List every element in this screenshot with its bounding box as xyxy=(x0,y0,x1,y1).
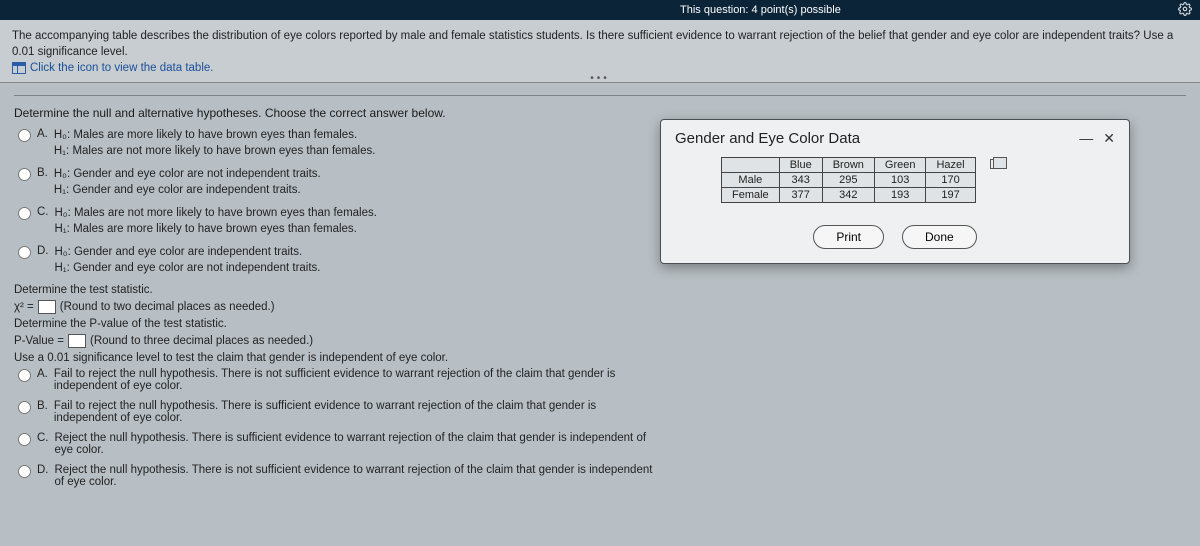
divider xyxy=(14,95,1186,96)
option-letter: C. xyxy=(37,432,49,444)
table-row: Female 377 342 193 197 xyxy=(722,188,1013,203)
option-letter: D. xyxy=(37,464,49,476)
option-letter: A. xyxy=(37,368,48,380)
conclusion-c[interactable]: C. Reject the null hypothesis. There is … xyxy=(18,432,654,456)
copy-icon[interactable] xyxy=(990,159,1002,169)
table-cell: 103 xyxy=(874,173,926,188)
chi-sq-eq: χ² = xyxy=(14,301,34,313)
pvalue-label: Determine the P-value of the test statis… xyxy=(14,318,654,330)
minimize-icon[interactable]: — xyxy=(1079,130,1093,147)
option-text: Reject the null hypothesis. There is not… xyxy=(55,464,655,488)
h1-text: H₁: Gender and eye color are independent… xyxy=(54,183,321,199)
option-letter: C. xyxy=(37,206,49,218)
h0-text: H₀: Males are more likely to have brown … xyxy=(54,128,376,144)
pvalue-eq: P-Value = xyxy=(14,335,64,347)
test-stat-label: Determine the test statistic. xyxy=(14,284,654,296)
radio-b[interactable] xyxy=(18,168,31,181)
table-header: Blue xyxy=(779,158,822,173)
pvalue-input[interactable] xyxy=(68,334,86,348)
conclusion-d[interactable]: D. Reject the null hypothesis. There is … xyxy=(18,464,654,488)
table-icon[interactable] xyxy=(12,62,26,74)
radio-conc-d[interactable] xyxy=(18,465,31,478)
radio-d[interactable] xyxy=(18,246,31,259)
copy-cell[interactable] xyxy=(975,158,1012,173)
chi-sq-input[interactable] xyxy=(38,300,56,314)
radio-conc-b[interactable] xyxy=(18,401,31,414)
gear-icon[interactable] xyxy=(1178,2,1192,16)
h1-text: H₁: Males are not more likely to have br… xyxy=(54,144,376,160)
ellipsis-icon: ••• xyxy=(590,73,610,84)
pvalue-note: (Round to three decimal places as needed… xyxy=(90,335,313,347)
data-table-modal: Gender and Eye Color Data — ✕ Blue Brown… xyxy=(660,119,1130,264)
table-header-row: Blue Brown Green Hazel xyxy=(722,158,1013,173)
done-button[interactable]: Done xyxy=(902,225,977,249)
table-cell: 377 xyxy=(779,188,822,203)
h1-text: H₁: Males are more likely to have brown … xyxy=(55,222,377,238)
h0-text: H₀: Males are not more likely to have br… xyxy=(55,206,377,222)
table-cell: 295 xyxy=(822,173,874,188)
intro-text: The accompanying table describes the dis… xyxy=(12,28,1188,60)
option-text: Fail to reject the null hypothesis. Ther… xyxy=(54,400,654,424)
chi-sq-note: (Round to two decimal places as needed.) xyxy=(60,301,275,313)
table-cell: 170 xyxy=(926,173,975,188)
table-header xyxy=(722,158,780,173)
table-header: Green xyxy=(874,158,926,173)
table-cell: Male xyxy=(722,173,780,188)
question-header: This question: 4 point(s) possible xyxy=(0,0,1200,20)
option-letter: B. xyxy=(37,400,48,412)
question-content: ••• Determine the null and alternative h… xyxy=(0,83,1200,546)
table-header: Brown xyxy=(822,158,874,173)
radio-a[interactable] xyxy=(18,129,31,142)
option-letter: D. xyxy=(37,245,49,257)
eye-color-table: Blue Brown Green Hazel Male 343 295 103 … xyxy=(721,157,1013,203)
modal-title: Gender and Eye Color Data xyxy=(675,130,860,147)
conclusion-a[interactable]: A. Fail to reject the null hypothesis. T… xyxy=(18,368,654,392)
view-data-link[interactable]: Click the icon to view the data table. xyxy=(30,62,213,74)
conclusion-b[interactable]: B. Fail to reject the null hypothesis. T… xyxy=(18,400,654,424)
option-a[interactable]: A. H₀: Males are more likely to have bro… xyxy=(18,128,654,159)
hypotheses-prompt: Determine the null and alternative hypot… xyxy=(14,106,654,120)
option-c[interactable]: C. H₀: Males are not more likely to have… xyxy=(18,206,654,237)
option-letter: B. xyxy=(37,167,48,179)
radio-conc-a[interactable] xyxy=(18,369,31,382)
table-row: Male 343 295 103 170 xyxy=(722,173,1013,188)
radio-c[interactable] xyxy=(18,207,31,220)
table-cell: 193 xyxy=(874,188,926,203)
table-header: Hazel xyxy=(926,158,975,173)
option-b[interactable]: B. H₀: Gender and eye color are not inde… xyxy=(18,167,654,198)
option-text: Reject the null hypothesis. There is suf… xyxy=(55,432,655,456)
print-button[interactable]: Print xyxy=(813,225,884,249)
table-cell: 343 xyxy=(779,173,822,188)
h0-text: H₀: Gender and eye color are independent… xyxy=(55,245,321,261)
points-possible: This question: 4 point(s) possible xyxy=(680,4,841,16)
table-cell: Female xyxy=(722,188,780,203)
h0-text: H₀: Gender and eye color are not indepen… xyxy=(54,167,321,183)
radio-conc-c[interactable] xyxy=(18,433,31,446)
option-d[interactable]: D. H₀: Gender and eye color are independ… xyxy=(18,245,654,276)
h1-text: H₁: Gender and eye color are not indepen… xyxy=(55,261,321,277)
close-icon[interactable]: ✕ xyxy=(1103,130,1115,147)
option-text: Fail to reject the null hypothesis. Ther… xyxy=(54,368,654,392)
table-cell: 342 xyxy=(822,188,874,203)
hypotheses-options: A. H₀: Males are more likely to have bro… xyxy=(18,128,654,276)
option-letter: A. xyxy=(37,128,48,140)
conclusion-prompt: Use a 0.01 significance level to test th… xyxy=(14,352,654,364)
table-cell: 197 xyxy=(926,188,975,203)
conclusion-options: A. Fail to reject the null hypothesis. T… xyxy=(18,368,654,488)
